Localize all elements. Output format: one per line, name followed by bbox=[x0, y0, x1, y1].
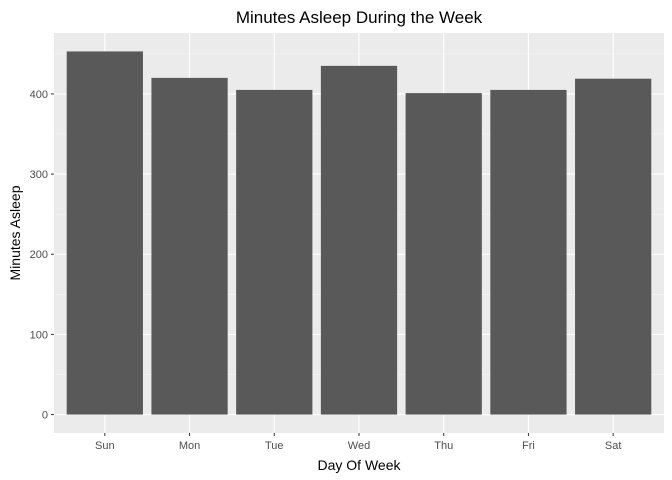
bar-tue bbox=[236, 89, 313, 415]
x-tick-label: Tue bbox=[265, 440, 284, 452]
bar-series bbox=[66, 51, 652, 415]
y-axis: 0 100 200 300 400 bbox=[30, 89, 54, 422]
bar-thu bbox=[405, 93, 482, 415]
x-axis: Sun Mon Tue Wed Thu Fri Sat bbox=[95, 433, 621, 452]
y-tick-label: 300 bbox=[30, 169, 48, 181]
x-tick-label: Mon bbox=[179, 440, 200, 452]
y-tick-label: 0 bbox=[42, 410, 48, 422]
y-tick-label: 100 bbox=[30, 329, 48, 341]
x-tick-label: Thu bbox=[434, 440, 453, 452]
bar-wed bbox=[320, 65, 398, 415]
bar-sat bbox=[575, 78, 652, 415]
bar-sun bbox=[66, 51, 143, 415]
chart-title: Minutes Asleep During the Week bbox=[236, 8, 483, 27]
bar-mon bbox=[151, 77, 228, 415]
x-tick-label: Wed bbox=[348, 440, 370, 452]
y-tick-label: 400 bbox=[30, 89, 48, 101]
y-tick-label: 200 bbox=[30, 249, 48, 261]
x-tick-label: Fri bbox=[522, 440, 535, 452]
y-axis-title: Minutes Asleep bbox=[7, 185, 23, 280]
x-axis-title: Day Of Week bbox=[318, 457, 402, 473]
x-tick-label: Sun bbox=[95, 440, 115, 452]
bar-fri bbox=[490, 89, 567, 415]
x-tick-label: Sat bbox=[605, 440, 622, 452]
